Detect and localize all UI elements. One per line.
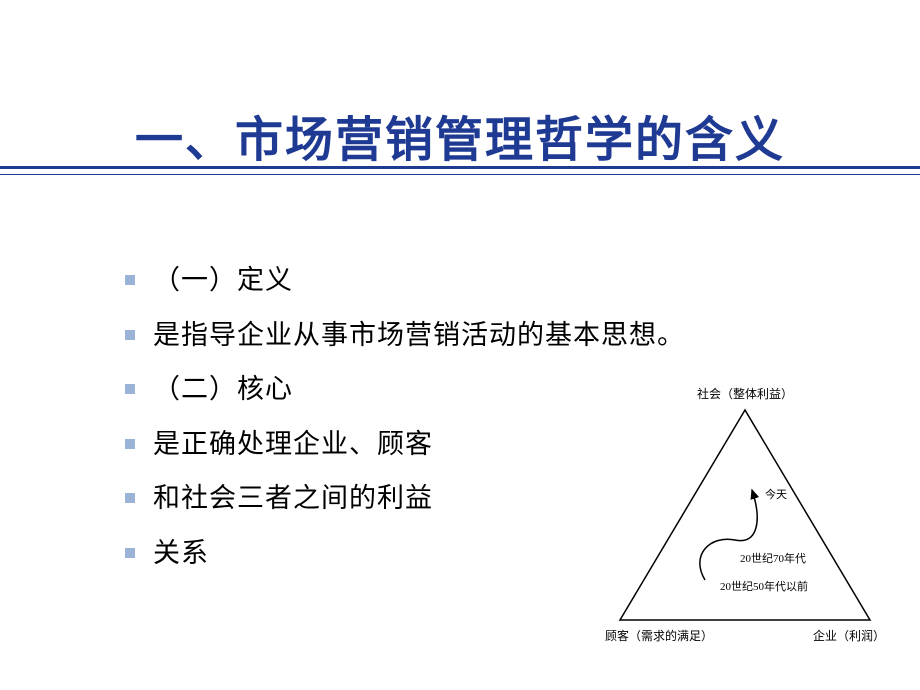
list-item-text: 是指导企业从事市场营销活动的基本思想。 [153,315,685,356]
vertex-right-label: 企业（利润） [813,628,885,643]
triangle-svg: 社会（整体利益） 顾客（需求的满足） 企业（利润） 今天 20世纪70年代 20… [590,380,900,660]
list-item: 是指导企业从事市场营销活动的基本思想。 [125,315,885,356]
bullet-icon [125,330,135,340]
inner-bottom-label: 20世纪50年代以前 [720,579,808,593]
vertex-left-label: 顾客（需求的满足） [605,628,713,643]
title-underline-thin [0,174,920,175]
page-title: 一、市场营销管理哲学的含义 [0,100,920,170]
list-item-text: 是正确处理企业、顾客 [153,424,433,465]
arrow-path [700,490,757,580]
triangle-diagram: 社会（整体利益） 顾客（需求的满足） 企业（利润） 今天 20世纪70年代 20… [590,380,900,660]
vertex-top-label: 社会（整体利益） [697,386,793,401]
inner-top-label: 今天 [765,487,787,501]
inner-mid-label: 20世纪70年代 [740,551,806,565]
title-container: 一、市场营销管理哲学的含义 [0,100,920,170]
bullet-icon [125,275,135,285]
bullet-icon [125,439,135,449]
bullet-icon [125,548,135,558]
list-item: （一）定义 [125,260,885,301]
bullet-icon [125,493,135,503]
bullet-icon [125,384,135,394]
list-item-text: 和社会三者之间的利益 [153,478,433,519]
list-item-text: （二）核心 [153,369,293,410]
list-item-text: 关系 [153,533,209,574]
title-underline-thick [0,166,920,169]
list-item-text: （一）定义 [153,260,293,301]
